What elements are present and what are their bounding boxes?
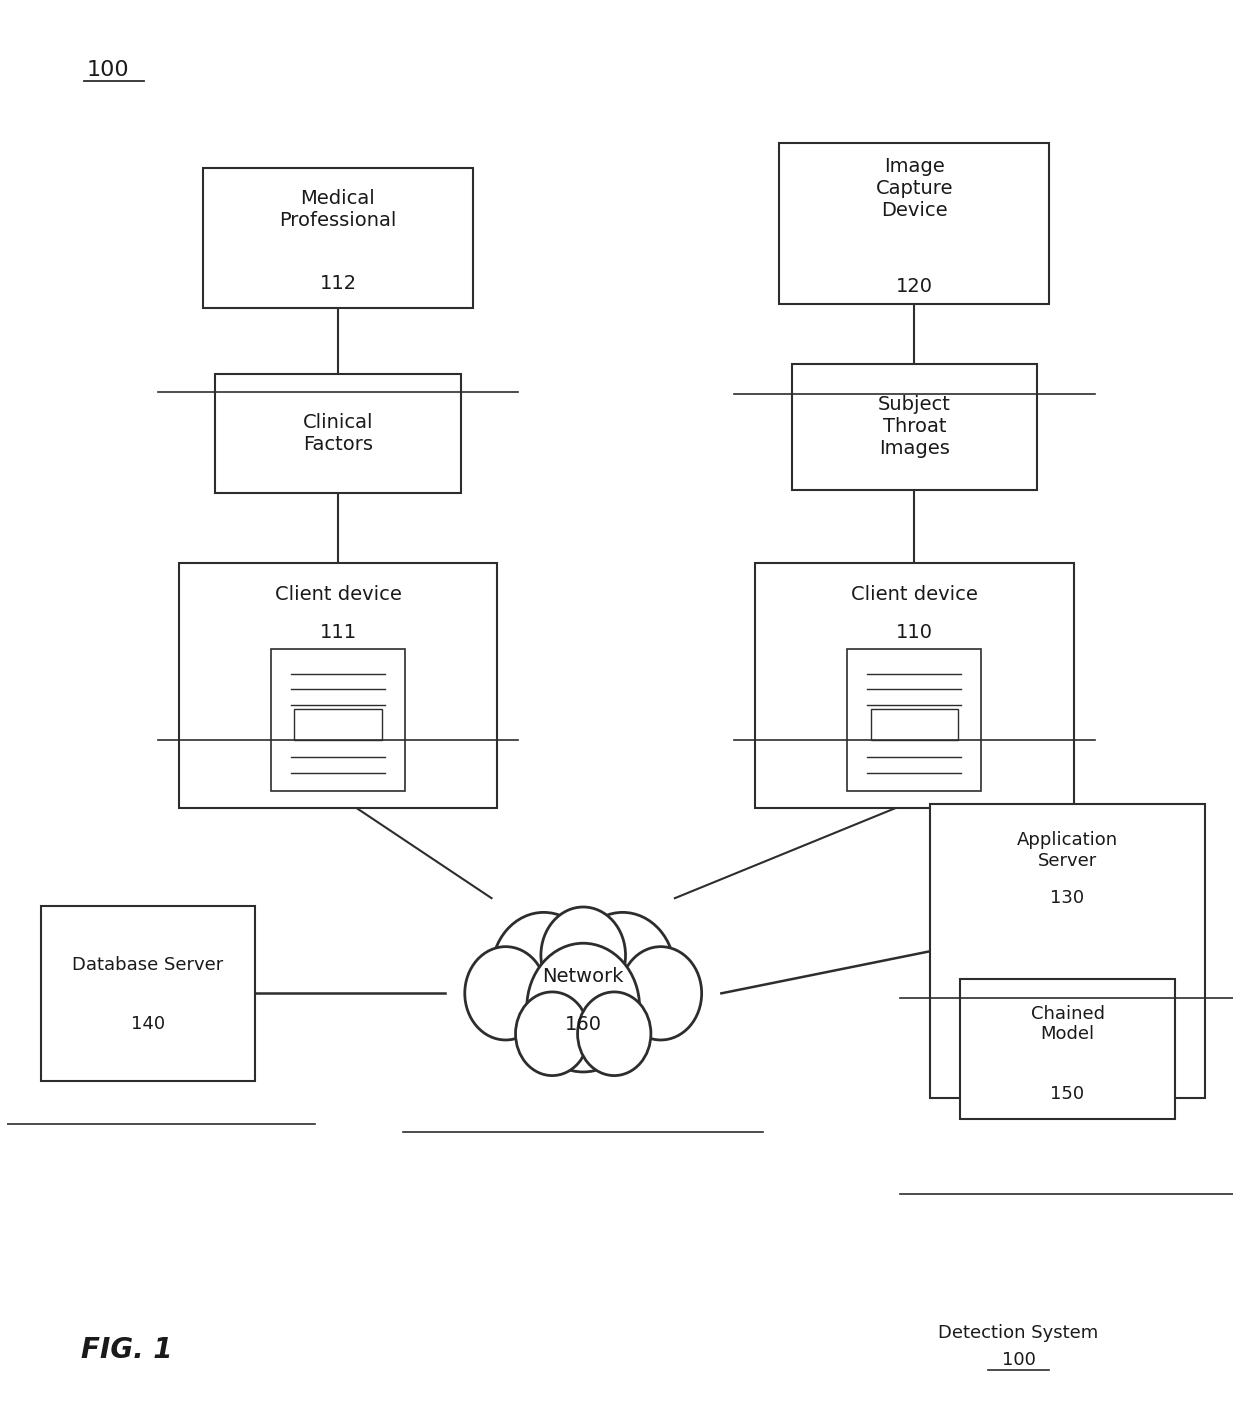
Text: Client device: Client device — [851, 585, 977, 605]
Text: Medical
Professional: Medical Professional — [279, 189, 397, 230]
Text: 130: 130 — [1050, 889, 1085, 907]
Circle shape — [570, 913, 675, 1031]
Circle shape — [516, 992, 589, 1075]
Text: FIG. 1: FIG. 1 — [81, 1337, 172, 1364]
Circle shape — [465, 947, 547, 1040]
Circle shape — [541, 907, 625, 1003]
Text: Client device: Client device — [274, 585, 402, 605]
Text: Application
Server: Application Server — [1017, 831, 1118, 870]
FancyBboxPatch shape — [960, 979, 1174, 1119]
Text: 100: 100 — [87, 59, 129, 81]
Text: 120: 120 — [895, 277, 932, 297]
Text: Subject
Throat
Images: Subject Throat Images — [878, 396, 951, 458]
FancyBboxPatch shape — [780, 143, 1049, 304]
FancyBboxPatch shape — [216, 374, 460, 493]
Text: 111: 111 — [320, 623, 357, 642]
Bar — [870, 709, 957, 740]
Text: 150: 150 — [1050, 1085, 1085, 1104]
FancyBboxPatch shape — [755, 564, 1074, 808]
Bar — [272, 650, 405, 791]
Text: 140: 140 — [131, 1015, 165, 1033]
Text: Network: Network — [542, 966, 624, 986]
Bar — [847, 650, 981, 791]
Circle shape — [620, 947, 702, 1040]
FancyBboxPatch shape — [791, 363, 1037, 490]
Text: 160: 160 — [564, 1015, 601, 1033]
Text: 100: 100 — [1002, 1351, 1035, 1369]
Text: Clinical
Factors: Clinical Factors — [303, 413, 373, 454]
FancyBboxPatch shape — [179, 564, 497, 808]
Circle shape — [578, 992, 651, 1075]
Text: Image
Capture
Device: Image Capture Device — [875, 157, 954, 220]
FancyBboxPatch shape — [930, 804, 1205, 1098]
Text: 110: 110 — [895, 623, 932, 642]
FancyBboxPatch shape — [203, 168, 472, 308]
Circle shape — [491, 913, 596, 1031]
Circle shape — [527, 944, 640, 1072]
Text: Detection System: Detection System — [939, 1324, 1099, 1342]
Text: Chained
Model: Chained Model — [1030, 1005, 1105, 1043]
Text: 112: 112 — [320, 274, 357, 294]
FancyBboxPatch shape — [41, 906, 255, 1081]
Bar — [294, 709, 382, 740]
Text: Database Server: Database Server — [72, 957, 223, 975]
